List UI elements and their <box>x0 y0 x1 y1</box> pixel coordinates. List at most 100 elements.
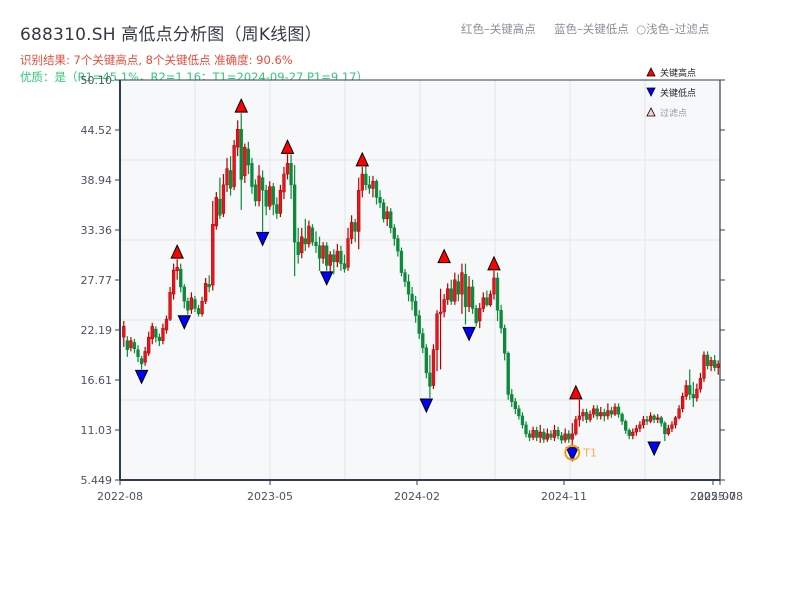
candle-down <box>456 281 461 295</box>
candle-down <box>502 327 507 354</box>
candles <box>122 113 720 447</box>
candle-up <box>438 311 443 315</box>
x-tick-label: 2024-11 <box>541 490 587 503</box>
candle-up <box>328 254 332 266</box>
candle-up <box>680 395 685 410</box>
candle-up <box>634 428 639 433</box>
candle-up <box>346 238 350 268</box>
candle-up <box>442 299 446 313</box>
candle-up <box>570 433 574 440</box>
key-low-marker <box>319 271 334 287</box>
candle-down <box>403 272 407 282</box>
candle-up <box>243 146 247 177</box>
y-tick-label: 33.36 <box>81 224 113 237</box>
color-legend-note: 红色–关键高点 蓝色–关键低点 ○浅色–过滤点 <box>461 22 710 36</box>
candle-down <box>520 415 525 426</box>
candle-down <box>421 333 425 349</box>
candle-up <box>446 288 450 300</box>
candle-up <box>143 351 147 363</box>
candle-up <box>656 417 660 420</box>
candle-up <box>606 410 610 417</box>
candle-down <box>495 277 500 311</box>
candle-down <box>136 349 140 358</box>
candle-down <box>253 184 258 202</box>
candle-up <box>613 406 617 415</box>
candle-down <box>275 204 279 214</box>
key-low-marker <box>565 447 580 462</box>
candle-down <box>182 286 186 302</box>
y-tick-label: 50.10 <box>81 74 113 87</box>
candle-down <box>125 340 129 350</box>
candle-down <box>325 245 329 266</box>
legend-low-icon <box>646 87 656 97</box>
key-high-marker <box>170 243 184 259</box>
candle-up <box>300 236 304 254</box>
candle-up <box>709 360 713 367</box>
candle-down <box>154 328 158 338</box>
axes: 5.449 11.03 16.61 22.19 27.77 33.36 38.94 44.52… <box>81 74 743 503</box>
candle-down <box>652 415 656 420</box>
candle-down <box>517 408 521 417</box>
candle-down <box>317 245 322 259</box>
candle-down <box>624 421 628 431</box>
candle-down <box>396 238 400 252</box>
candle-down <box>499 309 503 329</box>
candle-down <box>250 163 254 187</box>
candle-down <box>399 250 404 273</box>
candle-down <box>688 385 692 395</box>
candle-down <box>139 358 144 365</box>
candle-up <box>189 297 194 310</box>
candle-up <box>321 245 325 259</box>
candle-down <box>559 435 564 441</box>
candle-down <box>524 424 528 435</box>
candle-up <box>221 184 226 214</box>
key-low-marker <box>647 441 661 457</box>
legend-label: 过滤点 <box>660 107 687 119</box>
candle-down <box>271 186 275 205</box>
candle-down <box>627 430 631 436</box>
candle-down <box>303 238 307 245</box>
candle-up <box>591 408 596 415</box>
candle-down <box>513 401 517 410</box>
candle-down <box>246 148 251 166</box>
candle-down <box>470 286 475 309</box>
key-low-marker <box>255 231 270 247</box>
candle-up <box>431 349 436 386</box>
y-tick-label: 22.19 <box>81 324 113 337</box>
candle-down <box>239 129 243 180</box>
candle-up <box>695 388 699 399</box>
grid-lines <box>120 80 720 480</box>
candle-up <box>648 415 653 422</box>
candle-up <box>574 419 578 435</box>
candle-down <box>378 197 382 203</box>
key-high-marker <box>487 255 501 271</box>
candle-down <box>659 417 663 424</box>
legend-filtered-icon <box>646 107 656 117</box>
candle-up <box>225 168 229 186</box>
candle-down <box>620 413 624 422</box>
candle-down <box>193 299 197 309</box>
candle-down <box>428 372 432 387</box>
candle-up <box>702 354 706 379</box>
result-summary: 识别结果: 7个关键高点, 8个关键低点 准确度: 90.6% <box>20 53 293 67</box>
candle-down <box>410 293 414 302</box>
candle-down <box>392 227 396 239</box>
candle-down <box>567 433 571 440</box>
candle-down <box>449 288 453 302</box>
x-tick-label: 2025-07 <box>690 490 736 503</box>
candle-up <box>282 173 286 193</box>
candle-down <box>342 263 347 270</box>
candle-down <box>417 315 421 334</box>
candle-up <box>563 433 567 441</box>
candle-down <box>584 412 589 420</box>
legend-label: 关键高点 <box>660 67 696 79</box>
candle-down <box>207 284 211 288</box>
candle-down <box>609 410 614 415</box>
candle-up <box>307 225 311 245</box>
candle-up <box>150 326 154 340</box>
candle-up <box>666 428 671 435</box>
candle-down <box>374 180 379 198</box>
candle-up <box>278 189 283 214</box>
y-tick-label: 27.77 <box>81 274 113 287</box>
